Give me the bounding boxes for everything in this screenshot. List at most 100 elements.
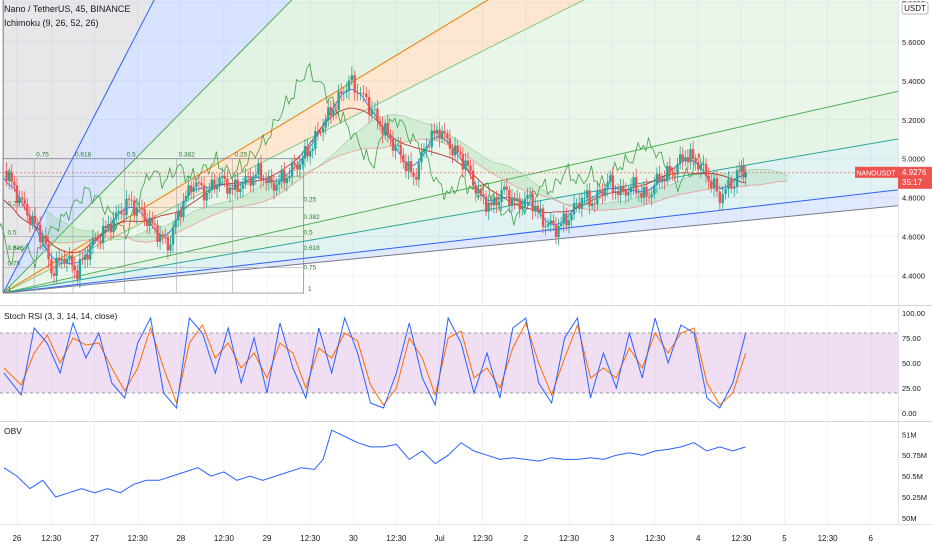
candle-body xyxy=(280,170,283,182)
candle-body xyxy=(526,194,529,199)
candle-body xyxy=(609,175,612,182)
candle-body xyxy=(31,215,34,225)
candle-body xyxy=(70,255,74,266)
candle-body xyxy=(365,93,368,98)
x-tick-label: 30 xyxy=(349,534,358,543)
candle-body xyxy=(239,188,242,192)
obv-tick-label: 50M xyxy=(902,514,917,523)
candle-body xyxy=(316,131,320,132)
candle-body xyxy=(184,195,188,202)
x-tick-label: 12:30 xyxy=(214,534,235,543)
candle-body xyxy=(60,258,63,261)
fib-label: 0.5 xyxy=(7,230,16,237)
candle-body xyxy=(76,270,79,280)
candle-body xyxy=(603,187,607,196)
candle-body xyxy=(565,213,568,226)
candle-body xyxy=(174,220,177,228)
candle-body xyxy=(272,182,276,191)
stoch-tick-label: 0.00 xyxy=(902,409,917,418)
price-tick-label: 5.2000 xyxy=(902,116,925,125)
candle-body xyxy=(334,109,338,111)
stoch-band xyxy=(0,333,898,393)
candle-body xyxy=(518,198,521,210)
obv-legend[interactable]: OBV xyxy=(4,426,22,436)
candle-body xyxy=(288,176,291,178)
x-tick-label: 2 xyxy=(524,534,529,543)
candle-body xyxy=(5,170,8,182)
candle-body xyxy=(601,191,604,196)
candle-body xyxy=(559,223,563,227)
price-tick-label: 4.8000 xyxy=(902,194,925,203)
candle-body xyxy=(362,93,365,94)
candle-body xyxy=(451,148,454,156)
candle-body xyxy=(218,177,221,186)
candle-body xyxy=(663,179,666,182)
candle-body xyxy=(668,165,672,173)
candle-body xyxy=(740,165,743,172)
candle-body xyxy=(415,176,418,180)
ichimoku-legend[interactable]: Ichimoku (9, 26, 52, 26) xyxy=(4,18,99,28)
candle-body xyxy=(588,190,591,206)
currency-badge[interactable] xyxy=(901,1,929,15)
symbol-tag-bg xyxy=(855,166,898,178)
candle-body xyxy=(120,211,123,214)
candle-body xyxy=(44,235,47,244)
candle-body xyxy=(197,182,201,184)
candle-body xyxy=(492,198,496,206)
candle-body xyxy=(332,109,335,116)
candle-body xyxy=(73,265,76,271)
candle-body xyxy=(477,188,480,194)
stoch-rsi-legend[interactable]: Stoch RSI (3, 3, 14, 14, close) xyxy=(4,311,118,321)
candle-body xyxy=(549,220,552,224)
candle-body xyxy=(521,206,524,210)
candle-body xyxy=(554,224,558,238)
candle-body xyxy=(671,172,674,175)
candle-body xyxy=(215,185,219,190)
candle-body xyxy=(275,184,278,191)
fan-ray xyxy=(2,0,293,294)
candle-body xyxy=(684,157,687,162)
ichimoku-indicator xyxy=(0,62,898,268)
senkou-span-b xyxy=(45,138,788,244)
candle-body xyxy=(500,189,503,202)
candle-body xyxy=(236,179,239,192)
candle-body xyxy=(528,194,532,196)
candle-body xyxy=(505,186,509,190)
candle-body xyxy=(81,259,84,261)
kijun-sen xyxy=(3,107,746,254)
candle-body xyxy=(143,208,146,220)
candle-body xyxy=(161,234,164,238)
candle-body xyxy=(283,170,286,184)
candle-body xyxy=(515,198,519,201)
candle-body xyxy=(244,176,247,185)
candle-body xyxy=(575,203,578,204)
candle-body xyxy=(417,162,421,180)
candle-body xyxy=(233,179,237,190)
candle-body xyxy=(23,199,26,205)
candle-body xyxy=(704,163,708,176)
fib-label: 0.75 xyxy=(7,261,20,268)
symbol-title[interactable]: Nano / TetherUS, 45, BINANCE xyxy=(4,4,130,14)
stoch-k-line xyxy=(3,316,747,410)
price-tick-label: 5.4000 xyxy=(902,77,925,86)
candle-body xyxy=(277,181,281,185)
tenkan-sen xyxy=(3,88,747,264)
candle-body xyxy=(653,184,656,195)
candle-body xyxy=(285,177,289,184)
candle-body xyxy=(383,123,387,135)
candle-body xyxy=(567,220,571,226)
candle-body xyxy=(440,131,444,139)
candle-body xyxy=(735,170,739,187)
candle-body xyxy=(135,207,139,216)
candle-body xyxy=(503,186,506,190)
currency-badge-label: USDT xyxy=(904,4,926,13)
candle-body xyxy=(622,185,625,191)
candle-body xyxy=(18,197,21,203)
candle-body xyxy=(177,211,180,221)
candle-body xyxy=(226,178,229,194)
candle-body xyxy=(724,189,727,195)
candle-body xyxy=(342,92,346,94)
candle-body xyxy=(148,217,151,227)
candle-body xyxy=(658,173,661,183)
